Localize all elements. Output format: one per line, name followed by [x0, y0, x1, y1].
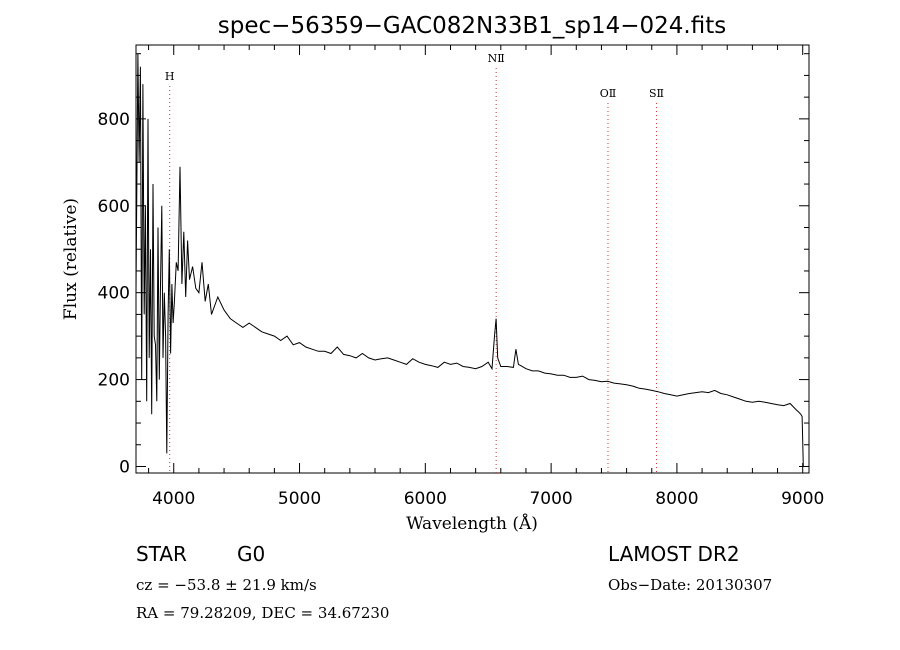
axis-ticks: [136, 45, 809, 473]
emission-line-markers: H NⅡ OⅡ SⅡ: [165, 52, 664, 473]
x-tick-label: 6000: [404, 489, 447, 509]
y-tick-label: 800: [98, 110, 130, 130]
axis-tick-labels: 4000 5000 6000 7000 8000 9000 0 200 400 600 800: [98, 110, 825, 509]
x-tick-label: 4000: [152, 489, 195, 509]
x-tick-label: 9000: [781, 489, 824, 509]
x-tick-label: 8000: [655, 489, 698, 509]
x-tick-label: 5000: [278, 489, 321, 509]
y-axis-label: Flux (relative): [61, 198, 81, 320]
spectrum-line: [135, 53, 804, 467]
y-tick-label: 400: [98, 284, 130, 304]
y-tick-label: 0: [119, 457, 130, 477]
y-tick-label: 600: [98, 197, 130, 217]
y-tick-label: 200: [98, 371, 130, 391]
redshift-velocity: cz = −53.8 ± 21.9 km/s: [136, 576, 317, 594]
chart-title: spec−56359−GAC082N33B1_sp14−024.fits: [218, 13, 726, 39]
ra-dec-coordinates: RA = 79.28209, DEC = 34.67230: [136, 604, 390, 622]
line-marker-label: SⅡ: [649, 87, 664, 100]
spectral-subclass: G0: [237, 542, 266, 566]
line-marker-label: OⅡ: [600, 87, 617, 100]
object-class: STAR: [136, 542, 187, 566]
x-axis-label: Wavelength (Å): [406, 513, 538, 534]
survey-name: LAMOST DR2: [608, 542, 740, 566]
observation-date: Obs−Date: 20130307: [608, 576, 773, 594]
line-marker-label: NⅡ: [488, 52, 505, 65]
plot-frame: [135, 44, 810, 474]
line-marker-label: H: [165, 70, 175, 83]
x-tick-label: 7000: [529, 489, 572, 509]
